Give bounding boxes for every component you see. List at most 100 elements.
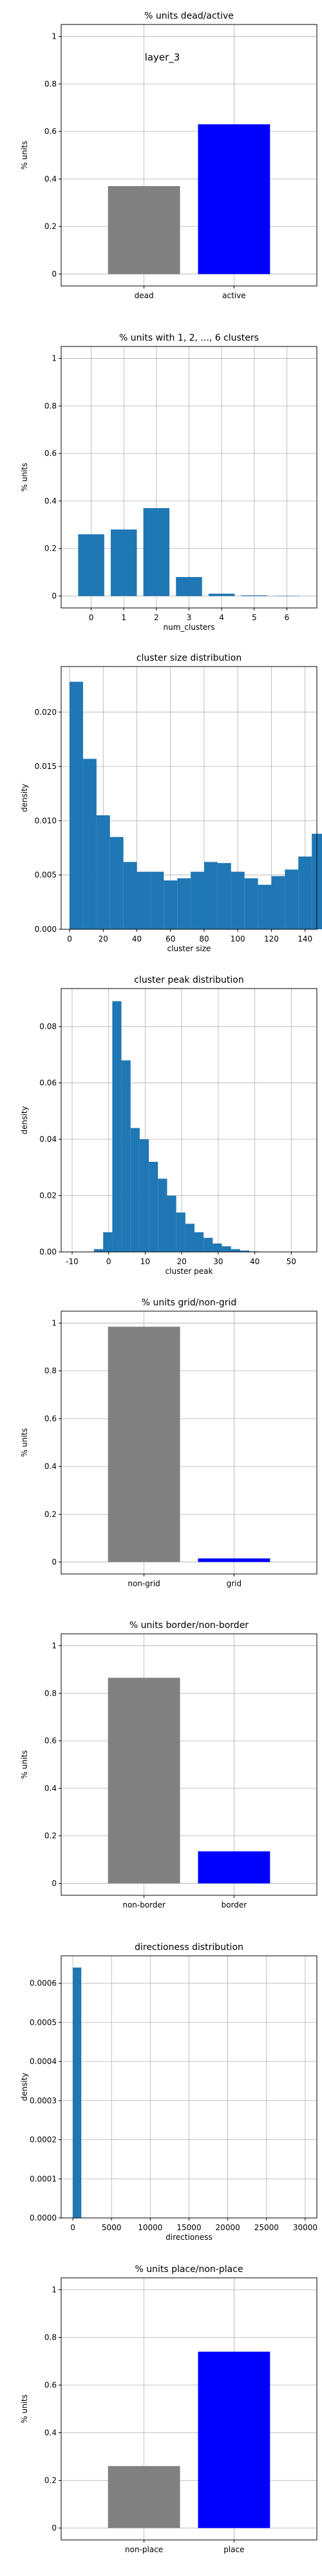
x-tick-label: 5000 [102,2223,122,2232]
x-tick-label: active [222,291,245,300]
y-tick-label: 0.6 [44,127,57,136]
chart-panel-8: 0 0.2 0.4 0.6 0.8 1 non-place place % units plac… [20,2264,317,2554]
histogram-bar [258,884,272,929]
x-tick-label: 15000 [176,2223,201,2232]
grid-lines [61,2278,317,2540]
bar-1 [110,529,137,596]
chart-title: % units with 1, 2, ..., 6 clusters [119,333,259,343]
y-tick-label: 0.8 [44,1689,57,1698]
y-tick-label: 0 [52,1557,57,1566]
bar-non-grid [108,1327,180,1562]
x-tick-label: dead [135,291,154,300]
x-tick-label: 25000 [254,2223,279,2232]
histogram-bar [96,815,110,929]
chart-panel-5: 0 0.2 0.4 0.6 0.8 1 non-grid grid % units grid/n… [20,1298,317,1588]
histogram-bar [244,878,258,929]
y-tick-label: 0.00 [39,1247,57,1256]
x-tick-label: 10000 [138,2223,162,2232]
x-tick-label: 20 [177,1257,187,1266]
bar-non-border [108,1678,180,1884]
bars [108,2351,270,2528]
grid-lines [61,1956,317,2219]
histogram-bar [213,1243,222,1252]
y-tick-label: 0.4 [44,1462,57,1471]
y-tick-label: 1 [52,32,57,41]
x-tick-label: non-place [125,2545,163,2554]
bar-border [198,1851,270,1884]
bars [108,124,270,274]
histogram-bar [164,880,178,929]
x-tick-label: 100 [231,934,245,943]
histogram-bar [73,1967,82,2218]
chart-title: % units dead/active [144,11,234,21]
histogram-bar [112,1001,122,1252]
y-tick-label: 0.6 [44,449,57,458]
y-tick-label: 0.4 [44,1784,57,1793]
x-axis-label: cluster size [167,944,211,953]
y-tick-label: 0 [52,270,57,279]
histogram-bar [70,681,83,929]
bar-non-place [108,2466,180,2528]
histogram-bar [204,1238,213,1252]
x-tick-label: 0 [89,613,94,622]
bar-2 [143,507,170,596]
histogram-bar [222,1246,231,1252]
axes-frame [61,666,317,930]
y-tick-label: 0.6 [44,1736,57,1745]
chart-panel-1: 0 0.2 0.4 0.6 0.8 1 dead active % units dead/act… [20,11,317,300]
x-tick-label: 4 [219,613,224,622]
histogram-bar [240,1250,250,1252]
y-tick-label: 0 [52,2524,57,2533]
histogram-bar [139,1139,149,1252]
x-tick-label: 80 [199,934,209,943]
x-tick-label: non-grid [128,1579,160,1588]
x-tick-label: -10 [66,1257,79,1266]
x-tick-label: border [222,1900,247,1909]
x-tick-label: 40 [250,1257,260,1266]
chart-title: % units grid/non-grid [142,1298,237,1308]
histogram-bar [123,862,137,929]
chart-panel-7: 0.0000 0.0001 0.0002 0.0003 0.0004 0.0005 0.00… [20,1942,317,2242]
y-axis-label: % units [20,1750,29,1779]
histogram-bar [158,1179,167,1252]
x-tick-label: 20000 [216,2223,240,2232]
y-tick-label: 0.0000 [30,2213,57,2222]
histogram-bar [177,878,191,929]
histogram-bar [285,869,299,929]
y-tick-label: 0.015 [35,762,57,771]
bar-5 [241,595,268,596]
histogram-bar [185,1224,195,1252]
axes-frame [61,1633,317,1896]
y-axis-label: % units [20,1428,29,1457]
y-tick-label: 0 [52,1879,57,1888]
y-axis-label: % units [20,463,29,492]
axes-frame [61,24,317,287]
y-axis-label: density [20,1106,29,1135]
bars [73,1967,82,2218]
y-tick-label: 0.6 [44,1414,57,1423]
y-tick-label: 0.2 [44,1510,57,1519]
histogram-bar [191,871,205,929]
y-tick-label: 0.8 [44,1367,57,1376]
y-axis-label: density [20,784,29,812]
histogram-bar [103,1232,113,1252]
bar-grid [198,1558,270,1562]
chart-title: % units place/non-place [135,2264,243,2275]
chart-title: % units border/non-border [129,1620,249,1631]
x-tick-label: 6 [285,613,290,622]
x-tick-label: 0 [106,1257,111,1266]
bar-active [198,124,270,274]
x-tick-label: 3 [187,613,192,622]
y-tick-label: 0.0004 [30,2057,57,2066]
bars [78,507,300,596]
bars [70,681,322,929]
grid-lines [61,24,317,286]
x-tick-label: 2 [154,613,159,622]
x-tick-label: 60 [166,934,175,943]
histogram-bar [204,862,218,929]
histogram-bar [167,1195,176,1252]
y-tick-label: 0.000 [35,925,57,934]
x-tick-label: 40 [132,934,142,943]
y-tick-label: 0.4 [44,2429,57,2438]
